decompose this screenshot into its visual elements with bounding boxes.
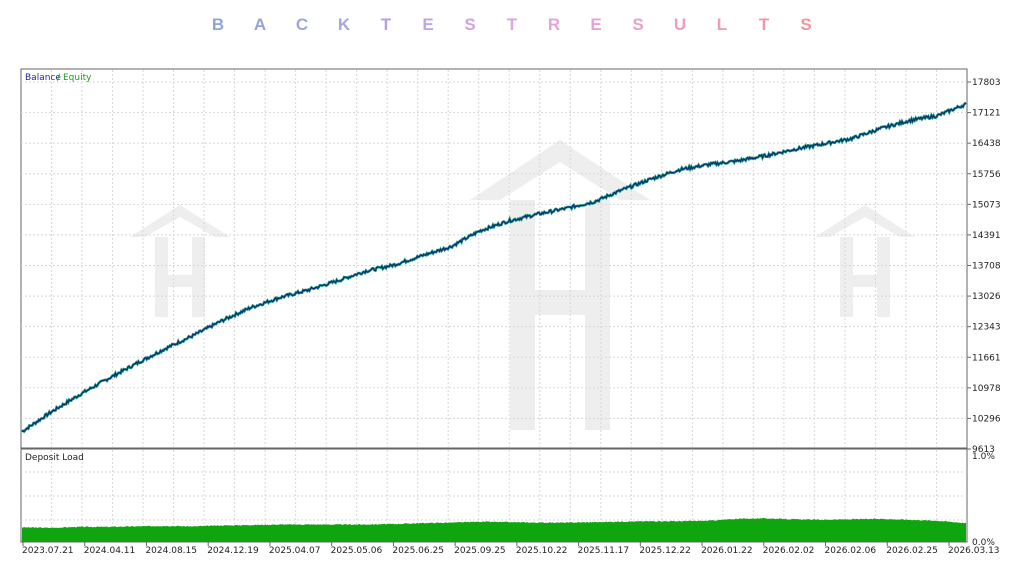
sub-grid [21, 450, 967, 541]
x-tick-label: 2026.01.22 [701, 546, 753, 556]
x-tick-label: 2026.02.25 [886, 546, 938, 556]
x-tick-label: 2025.04.07 [269, 546, 321, 556]
x-tick-label: 2025.11.17 [578, 546, 630, 556]
title-letter: T [758, 15, 770, 34]
x-tick-label: 2025.12.22 [639, 546, 691, 556]
y-tick-label: 14391 [972, 231, 1001, 241]
y-tick-label: 9613 [972, 445, 995, 455]
x-tick-label: 2024.12.19 [207, 546, 259, 556]
x-tick-label: 2024.08.15 [145, 546, 197, 556]
y-tick-label: 10978 [972, 384, 1001, 394]
title-letter: C [295, 15, 309, 34]
y-tick-label: 17803 [972, 78, 1001, 88]
x-axis: 2023.07.21 2024.04.11 2024.08.15 2024.12.19… [22, 542, 1000, 556]
y-tick-label: 16438 [972, 139, 1001, 149]
y-tick-label: 13708 [972, 262, 1001, 272]
title-letter: L [716, 15, 728, 34]
y-tick-label: 13026 [972, 292, 1001, 302]
sub-y-axis: 1.0% 0.0% [972, 452, 995, 548]
title-letter: R [547, 15, 561, 34]
x-tick-label: 2025.06.25 [392, 546, 444, 556]
deposit-load-area [22, 517, 966, 542]
deposit-load-label: Deposit Load [25, 453, 84, 463]
x-tick-label: 2026.03.13 [948, 546, 1000, 556]
x-tick-label: 2024.04.11 [84, 546, 136, 556]
y-tick-label: 12343 [972, 323, 1001, 333]
y-tick-label: 1.0% [972, 452, 995, 462]
title-letter: T [380, 15, 392, 34]
legend-balance: Balance [25, 73, 61, 83]
title-letter: U [673, 15, 687, 34]
title-letter: T [506, 15, 518, 34]
title-letter: S [464, 15, 476, 34]
y-tick-label: 10296 [972, 414, 1001, 424]
title-letter: A [253, 15, 267, 34]
y-tick-label: 15073 [972, 200, 1001, 210]
balance-pane [20, 68, 968, 449]
x-tick-label: 2025.05.06 [331, 546, 383, 556]
legend-separator: / [57, 73, 61, 83]
x-tick-label: 2025.09.25 [454, 546, 506, 556]
x-tick-label: 2026.02.06 [825, 546, 877, 556]
title-letter: B [211, 15, 225, 34]
title-letter: S [800, 15, 812, 34]
main-y-axis: 17803 17121 16438 15756 15073 14391 13708 13026… [967, 78, 1001, 455]
x-tick-label: 2026.02.02 [763, 546, 815, 556]
y-tick-label: 17121 [972, 109, 1001, 119]
main-grid [21, 70, 967, 447]
x-tick-label: 2025.10.22 [516, 546, 568, 556]
title-letter: S [632, 15, 644, 34]
y-tick-label: 11661 [972, 353, 1001, 363]
title-letter: E [422, 15, 434, 34]
y-tick-label: 0.0% [972, 538, 995, 548]
y-tick-label: 15756 [972, 170, 1001, 180]
x-tick-label: 2023.07.21 [22, 546, 74, 556]
title-letter: E [590, 15, 602, 34]
balance-line [21, 102, 967, 433]
title-letter: K [337, 15, 351, 34]
legend-equity: Equity [63, 73, 92, 83]
watermark-logo [130, 140, 915, 430]
